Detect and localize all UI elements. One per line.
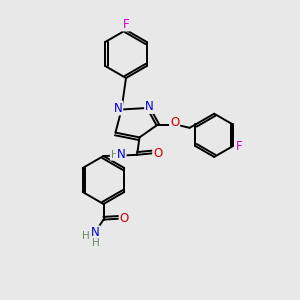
- Text: O: O: [170, 116, 179, 130]
- Text: N: N: [145, 100, 154, 113]
- Text: H: H: [92, 238, 100, 248]
- Text: F: F: [123, 17, 129, 31]
- Text: F: F: [236, 140, 242, 153]
- Text: O: O: [153, 147, 162, 160]
- Text: N: N: [113, 101, 122, 115]
- Text: H: H: [111, 150, 119, 160]
- Text: H: H: [82, 231, 89, 242]
- Text: O: O: [120, 212, 129, 225]
- Text: N: N: [117, 148, 126, 161]
- Text: N: N: [91, 226, 100, 239]
